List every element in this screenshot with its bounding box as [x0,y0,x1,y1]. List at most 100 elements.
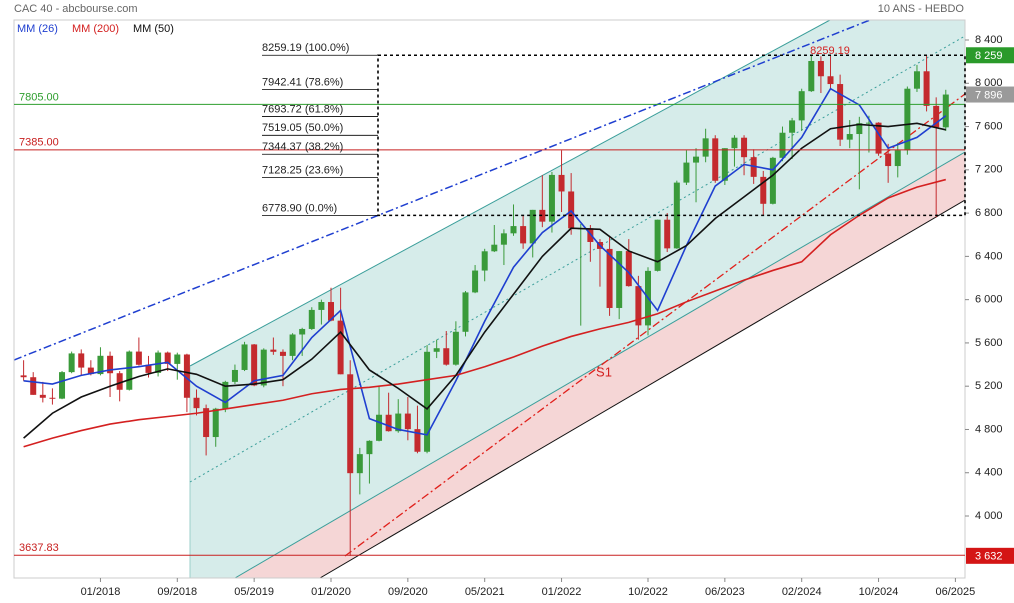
candle-body [231,369,238,382]
candle-body [798,91,805,121]
candle-body [529,209,536,244]
plot-frame [13,19,966,579]
candle-body [625,251,632,287]
price-badge [966,547,1014,564]
candle-body [817,61,824,77]
candle-body [635,286,642,326]
candle-body [385,414,392,432]
candle-body [673,182,680,249]
candle-body [616,251,623,308]
x-tick-label: 01/2022 [542,586,582,598]
candle-body [414,429,421,452]
y-tick-label: 8 400 [975,34,1003,46]
candle-body [808,61,815,92]
x-tick-label: 06/2025 [936,586,976,598]
candle-body [107,355,114,374]
candle-body [760,176,767,204]
candle-body [164,352,171,364]
candle-body [942,94,949,128]
candle-body [731,137,738,149]
price-badge [966,47,1014,64]
y-tick-label: 8 000 [975,77,1003,89]
candle-body [395,413,402,432]
y-tick-label: 4 800 [975,423,1003,435]
candle-body [779,132,786,158]
candle-body [116,373,123,390]
annotation: 8259.19 [810,45,850,57]
candle-body [174,354,181,364]
candle-body [693,156,700,163]
candle-body [827,76,834,85]
price-badge-label: 8 259 [975,50,1003,62]
x-tick-label: 06/2023 [705,586,745,598]
candle-body [87,367,94,375]
candle-body [183,354,190,398]
level-label: 3637.83 [19,542,59,554]
candle-body [145,364,152,373]
candle-body [424,351,431,452]
candle-body [510,226,517,234]
candle-body [126,351,133,390]
annotation: S1 [596,364,612,379]
support-line [319,199,965,578]
candle-body [20,375,27,378]
candle-body [664,219,671,249]
candle-body [452,331,459,365]
price-badge [966,86,1014,103]
fib-label: 7942.41 (78.6%) [262,76,343,88]
candle-body [846,134,853,140]
candle-body [702,138,709,157]
y-tick-label: 7 600 [975,120,1003,132]
price-badge-label: 3 632 [975,551,1003,563]
legend-entry: MM (200) [72,23,119,35]
y-tick-label: 4 400 [975,467,1003,479]
candle-body [193,397,200,409]
candle-body [203,408,210,438]
fib-box [377,54,966,217]
candle-body [366,440,373,455]
y-tick-label: 7 200 [975,164,1003,176]
y-tick-label: 5 600 [975,337,1003,349]
candle-body [558,174,565,192]
fib-label: 7128.25 (23.6%) [262,164,343,176]
candle-body [481,251,488,271]
header-title: CAC 40 - abcbourse.com [14,3,138,15]
candle-body [299,328,306,335]
header-period: 10 ANS - HEBDO [878,3,965,15]
candle-body [289,334,296,356]
candle-body [472,270,479,293]
candle-body [97,355,104,375]
candle-body [347,374,354,474]
candle-body [837,84,844,140]
x-tick-label: 10/2024 [859,586,899,598]
candle-body [654,219,661,271]
candle-body [308,309,315,329]
x-tick-label: 10/2022 [628,586,668,598]
candle-body [78,353,85,368]
candle-body [683,162,690,183]
candle-body [49,397,56,399]
candle-body [443,348,450,365]
candle-body [30,377,37,395]
candle-body [39,394,46,398]
x-tick-label: 01/2018 [81,586,121,598]
x-tick-label: 02/2024 [782,586,822,598]
candle-body [212,408,219,438]
candle-body [260,349,267,386]
candle-body [539,209,546,222]
candle-body [462,292,469,332]
candle-body [337,320,344,375]
candle-body [135,351,142,365]
candle-body [433,348,440,352]
candle-body [59,372,66,399]
level-label: 7805.00 [19,91,59,103]
candle-body [568,191,575,229]
candle-body [741,137,748,158]
fib-label: 8259.19 (100.0%) [262,42,349,54]
moving-average [23,178,946,448]
candle-body [913,71,920,89]
candle-body [865,122,872,124]
y-tick-label: 6 800 [975,207,1003,219]
candle-body [404,413,411,430]
